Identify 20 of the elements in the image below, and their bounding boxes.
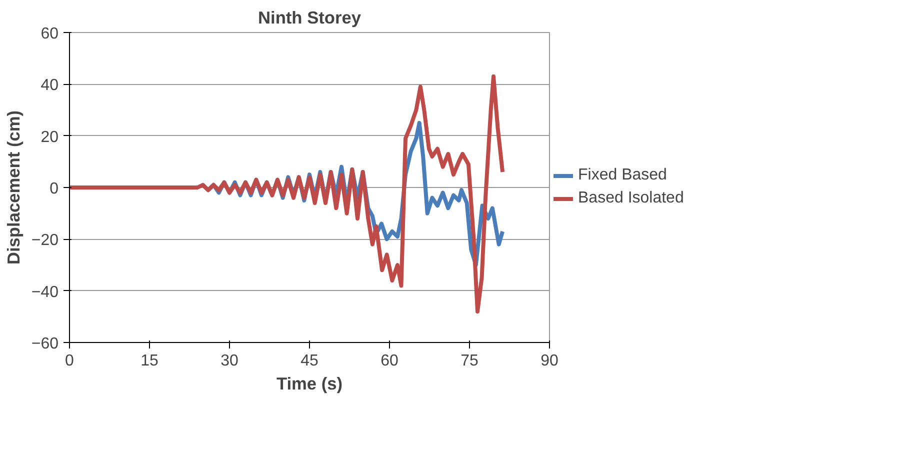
- x-tick-label: 90: [540, 352, 558, 370]
- legend-label: Fixed Based: [578, 166, 667, 184]
- x-tick-label: 60: [380, 352, 398, 370]
- y-tick-label: 20: [40, 128, 59, 146]
- y-axis-title: Displacement (cm): [3, 110, 24, 265]
- x-tick-label: 15: [140, 352, 158, 370]
- x-tick-label: 45: [300, 352, 318, 370]
- line-series: [70, 74, 505, 314]
- legend-label: Based Isolated: [578, 190, 684, 208]
- y-tick-label: −40: [31, 284, 59, 301]
- chart-title: Ninth Storey: [258, 8, 362, 28]
- y-tick-label: −20: [31, 232, 59, 250]
- y-tick-label: 0: [50, 180, 59, 198]
- y-tick-label: 40: [40, 77, 59, 94]
- x-tick-label: 30: [220, 352, 238, 370]
- x-axis-title: Time (s): [276, 374, 343, 394]
- y-tick-label: −60: [31, 336, 59, 352]
- x-tick-label: 0: [65, 352, 74, 370]
- x-tick-label: 75: [460, 352, 478, 370]
- y-tick-label: 60: [40, 26, 59, 42]
